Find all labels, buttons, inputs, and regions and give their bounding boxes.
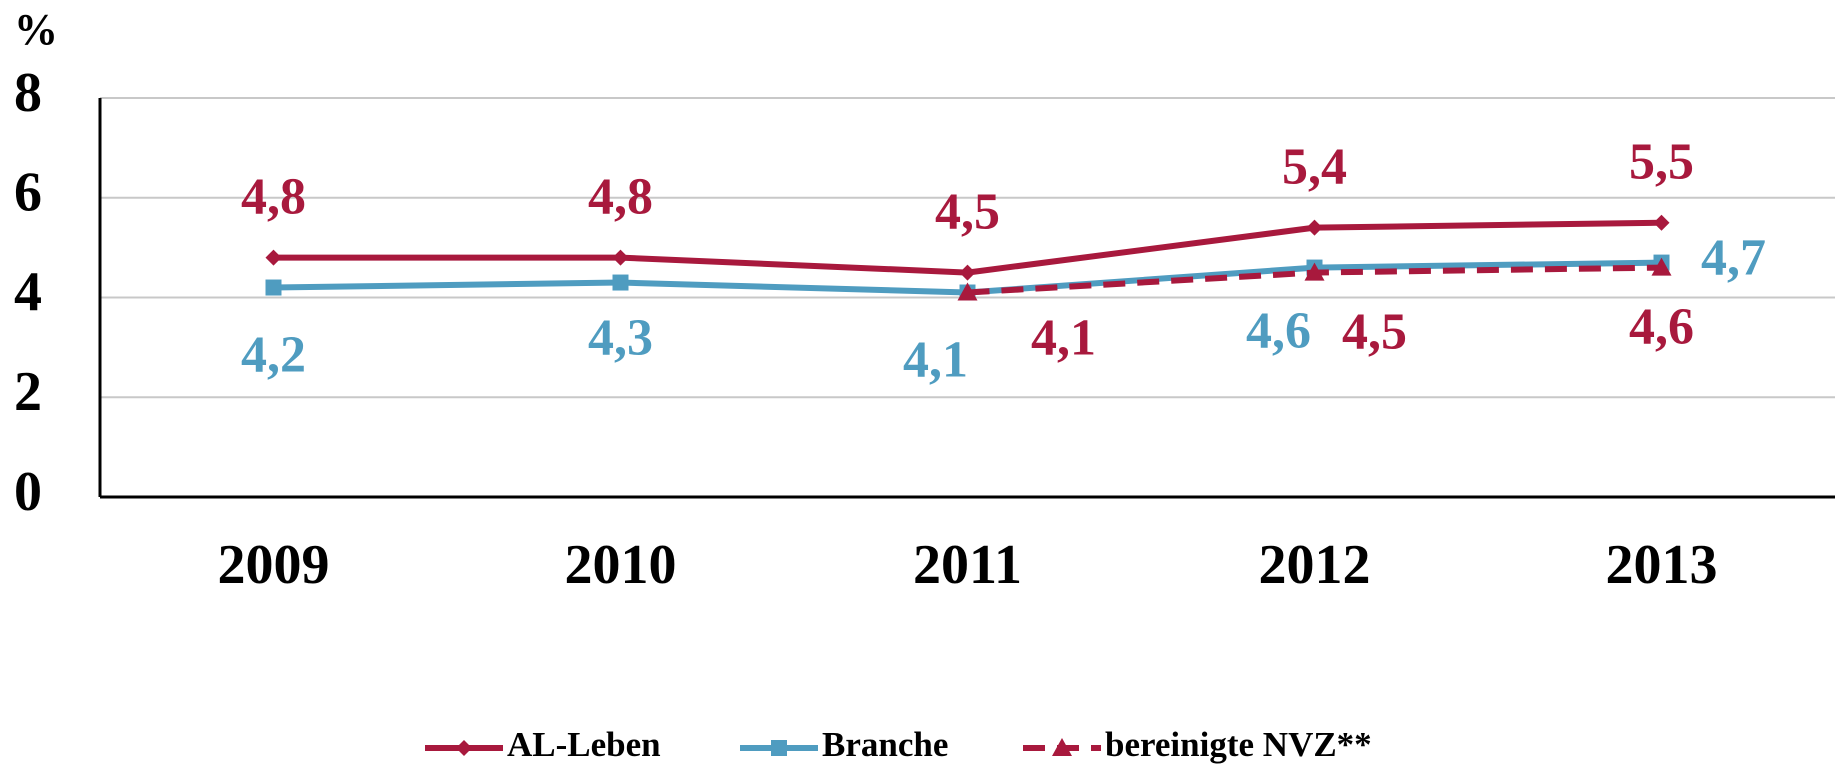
value-label: 4,7 bbox=[1701, 230, 1766, 287]
y-tick-label: 0 bbox=[14, 461, 42, 523]
legend-label: bereinigte NVZ** bbox=[1105, 725, 1372, 764]
x-tick-label: 2012 bbox=[1259, 534, 1371, 596]
point-marker bbox=[1651, 257, 1672, 276]
x-tick-label: 2013 bbox=[1606, 534, 1718, 596]
point-marker bbox=[959, 264, 976, 281]
legend-label: AL-Leben bbox=[507, 725, 661, 764]
value-label: 4,1 bbox=[903, 331, 968, 388]
legend-marker bbox=[771, 740, 787, 756]
point-marker bbox=[1306, 219, 1323, 236]
value-label: 4,3 bbox=[588, 309, 653, 366]
value-label: 4,5 bbox=[1342, 304, 1407, 361]
value-label: 4,6 bbox=[1629, 299, 1694, 356]
value-label: 4,8 bbox=[241, 169, 306, 226]
x-tick-label: 2011 bbox=[913, 534, 1022, 596]
value-label: 4,1 bbox=[1031, 309, 1096, 366]
legend-marker bbox=[456, 740, 472, 756]
x-tick-label: 2009 bbox=[218, 534, 330, 596]
point-marker bbox=[612, 274, 629, 291]
legend-label: Branche bbox=[822, 725, 948, 764]
point-marker bbox=[612, 249, 629, 266]
y-tick-label: 2 bbox=[14, 361, 42, 423]
value-label: 4,5 bbox=[935, 184, 1000, 241]
value-label: 4,8 bbox=[588, 169, 653, 226]
y-tick-label: 8 bbox=[14, 62, 42, 124]
y-tick-label: 6 bbox=[14, 162, 42, 224]
point-marker bbox=[957, 282, 978, 301]
point-marker bbox=[1653, 214, 1670, 231]
value-label: 4,2 bbox=[241, 326, 306, 383]
point-marker bbox=[265, 279, 282, 296]
value-label: 5,5 bbox=[1629, 134, 1694, 191]
point-marker bbox=[265, 249, 282, 266]
point-marker bbox=[1304, 262, 1325, 281]
value-label: 4,6 bbox=[1246, 303, 1311, 360]
y-tick-label: 4 bbox=[14, 261, 42, 323]
value-label: 5,4 bbox=[1282, 139, 1347, 196]
legend-marker bbox=[1052, 738, 1072, 756]
y-axis-label: % bbox=[14, 5, 58, 54]
x-tick-label: 2010 bbox=[565, 534, 677, 596]
